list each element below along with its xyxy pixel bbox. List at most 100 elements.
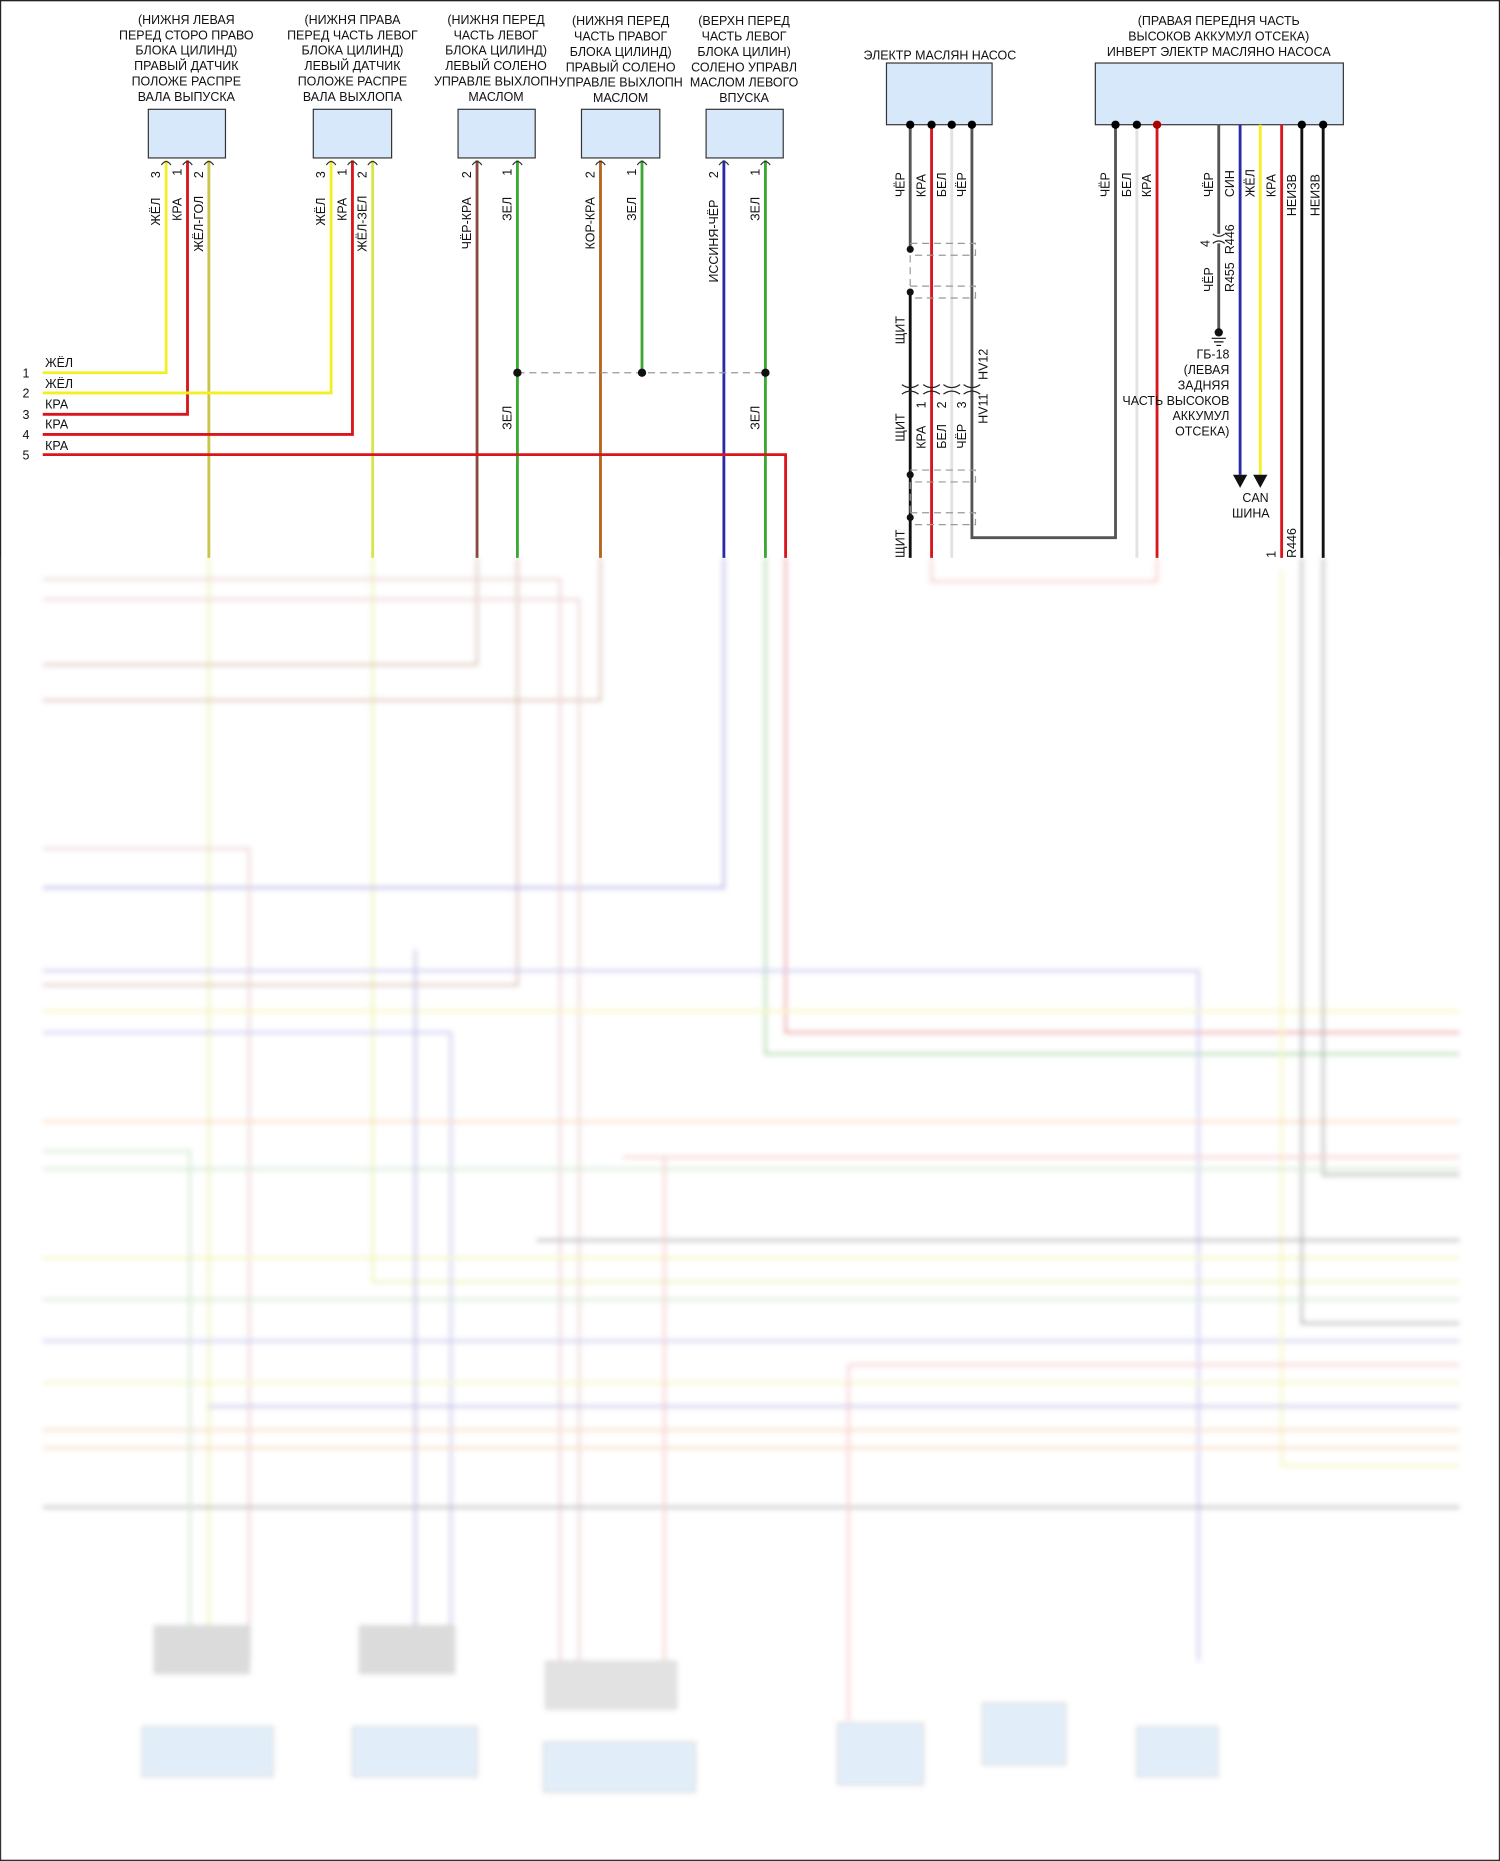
pin-number: 3 [955,401,969,408]
component-label-line: БЛОКА ЦИЛИНД) [135,44,237,58]
connector-box [312,108,393,159]
ground-label-line: ОТСЕКА) [1175,425,1229,439]
wire-number: 3 [23,408,30,422]
wire-label: КРА [915,425,929,449]
component-label-line: ПОЛОЖЕ РАСПРЕ [132,75,241,89]
component-label-line: БЛОКА ЦИЛИНД) [301,44,403,58]
component-label-line: (НИЖНЯ ПРАВА [304,13,401,27]
wire-label: ЧЁР [1202,267,1216,292]
ground-label-line: АККУМУЛ [1173,409,1230,423]
pin-number: 1 [915,401,929,408]
component-label-line: ЛЕВЫЙ СОЛЕНО [445,58,547,73]
wire-label: КОР-КРА [584,196,598,249]
connector-label: HV12 [976,349,990,380]
component-label-line: ПРАВЫЙ ДАТЧИК [134,58,239,73]
pin-number: 1 [171,169,185,176]
wire-label: ЖЁЛ [314,198,328,226]
component-1: (НИЖНЯ ЛЕВАЯ ПЕРЕД СТОРО ПРАВО БЛОКА ЦИЛ… [119,13,254,159]
splice-label: ЗЕЛ [748,406,762,430]
wire-label: КРА [45,397,69,411]
component-label-line: БЛОКА ЦИЛИНД) [570,45,672,59]
pin-number: 2 [460,171,474,178]
inverter-label-line: ИНВЕРТ ЭЛЕКТР МАСЛЯНО НАСОСА [1107,45,1331,59]
wire-label: ЖЁЛ [149,198,163,226]
component-label-line: МАСЛОМ [468,90,523,104]
wire-label: ЧЁР [955,172,969,197]
shield-label: ЩИТ [893,316,907,345]
pin-number: 3 [314,171,328,178]
wire-label: БЕЛ [1120,172,1134,197]
wire-label: КРА [45,418,69,432]
pin-number: 1 [748,169,762,176]
component-label-line: ЧАСТЬ ПРАВОГ [574,29,667,43]
wire-label: ЖЁЛ [45,356,73,370]
ground-label-line: ГБ-18 [1197,348,1230,362]
pin-labels: 3 1 2 ЖЁЛ КРА ЖЁЛ-ГОЛ 3 1 2 ЖЁЛ КРА ЖЁЛ-… [149,169,762,430]
component-label-line: УПРАВЛЕ ВЫХЛОПН [434,75,558,89]
wire-number: 5 [23,448,30,462]
connector-box [885,62,993,126]
component-label-line: МАСЛОМ [593,91,648,105]
wire-label: КРА [336,197,350,221]
component-5: (ВЕРХН ПЕРЕД ЧАСТЬ ЛЕВОГ БЛОКА ЦИЛИН) СО… [690,14,799,159]
component-label-line: (ВЕРХН ПЕРЕД [698,14,790,28]
connector-label: R446 [1223,224,1237,254]
shield-label: ЩИТ [893,413,907,442]
splice-label: ЗЕЛ [500,406,514,430]
wire-label: СИН [1223,170,1237,197]
pin-number: 1 [625,169,639,176]
wire-label: ЖЁЛ [1243,169,1257,197]
shield-label: ЩИТ [893,529,907,558]
component-4: (НИЖНЯ ПЕРЕД ЧАСТЬ ПРАВОГ БЛОКА ЦИЛИНД) … [559,14,683,159]
component-label-line: (НИЖНЯ ПЕРЕД [572,14,670,28]
inverter-label-line: ВЫСОКОВ АККУМУЛ ОТСЕКА) [1128,29,1309,43]
component-label-line: УПРАВЛЕ ВЫХЛОПН [559,76,683,90]
pin-number: 2 [584,171,598,178]
pin-number: 2 [935,401,949,408]
component-label-line: ВАЛА ВЫХЛОПА [303,90,403,104]
wire-label: КРА [1140,173,1154,197]
component-label-line: БЛОКА ЦИЛИН) [697,45,790,59]
wire-label: КРА [45,439,69,453]
component-label-line: ЧАСТЬ ЛЕВОГ [454,28,539,42]
blurred-lower-section [0,557,1500,1861]
wire-label: ЧЁР [1099,172,1113,197]
connector-box [1094,62,1344,126]
component-label-line: ПРАВЫЙ СОЛЕНО [566,59,676,74]
connector-box [147,108,227,159]
wire-number: 1 [23,366,30,380]
component-label-line: ПЕРЕД ЧАСТЬ ЛЕВОГ [287,28,418,42]
connector-label: HV11 [976,393,990,423]
oil-pump-inverter: (ПРАВАЯ ПЕРЕДНЯ ЧАСТЬ ВЫСОКОВ АККУМУЛ ОТ… [1094,14,1344,558]
wire-label: ЧЁР [893,172,907,197]
connector-box [580,108,661,159]
pin-number: 2 [356,171,370,178]
component-label-line: ПЕРЕД СТОРО ПРАВО [119,28,254,42]
wire-number: 2 [23,387,30,401]
connector-box [705,108,784,159]
connector-box [457,108,536,159]
component-label-line: СОЛЕНО УПРАВЛ [691,60,797,74]
oil-pump-label: ЭЛЕКТР МАСЛЯН НАСОС [864,48,1017,62]
wire-label: ЧЁР-КРА [460,197,474,250]
wire-label: КРА [171,197,185,221]
wire-label: НЕИЗВ [1285,174,1299,216]
pin-number: 1 [500,169,514,176]
component-label-line: ВАЛА ВЫПУСКА [138,90,236,104]
wire-label: ЖЁЛ-ЗЕЛ [356,196,370,252]
electric-oil-pump: ЭЛЕКТР МАСЛЯН НАСОС ЧЁР КРА БЕЛ ЧЁР ЩИТ … [864,48,1117,558]
connector-hv11-hv12 [901,384,981,395]
left-wires [42,160,788,558]
wire-label: ЖЁЛ [45,377,73,391]
ground-label-line: (ЛЕВАЯ [1184,363,1230,377]
wire-number: 4 [23,428,30,442]
component-label-line: МАСЛОМ ЛЕВОГО [690,76,799,90]
connector-label: R446 [1285,528,1299,558]
wire-label: ЗЕЛ [748,197,762,221]
left-wire-labels: 1 2 3 4 5 ЖЁЛ ЖЁЛ КРА КРА КРА [23,356,74,463]
wire-label: КРА [915,173,929,197]
component-label-line: (НИЖНЯ ЛЕВАЯ [138,13,235,27]
inverter-label-line: (ПРАВАЯ ПЕРЕДНЯ ЧАСТЬ [1138,14,1300,28]
wire-label: ИССИНЯ-ЧЁР [707,200,721,283]
